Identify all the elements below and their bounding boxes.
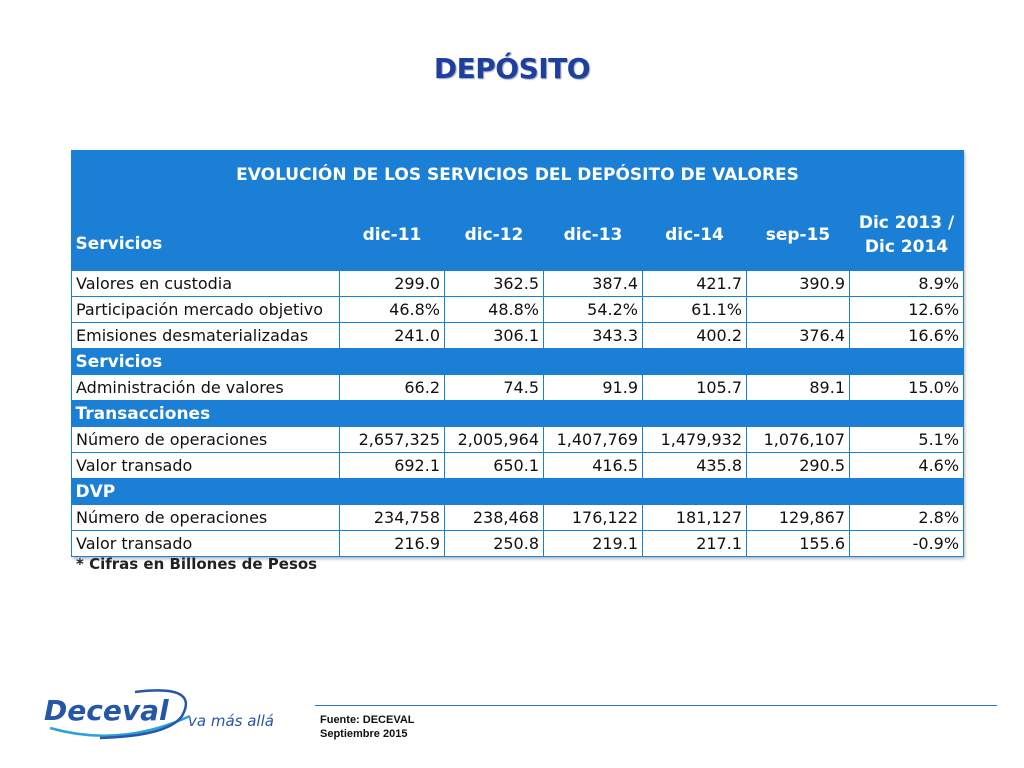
- table-body: Valores en custodia 299.0 362.5 387.4 421.7 3…: [71, 270, 965, 557]
- table-cell: 234,758: [339, 504, 445, 531]
- table-cell: 48.8%: [444, 296, 544, 323]
- table-row: Número de operaciones 2,657,325 2,005,964 1…: [71, 426, 965, 453]
- table-cell: 46.8%: [339, 296, 445, 323]
- table-cell: 15.0%: [848, 374, 965, 401]
- table-cell: 66.2: [339, 374, 445, 401]
- column-header-variation-line2: Dic 2014: [864, 237, 949, 257]
- table-row: Número de operaciones 234,758 238,468 176,1…: [71, 504, 965, 531]
- table-cell: 241.0: [339, 322, 445, 349]
- footer-divider: [315, 705, 997, 706]
- section-label: DVP: [71, 478, 964, 505]
- table-cell: 290.5: [746, 452, 850, 479]
- table-cell: 421.7: [642, 270, 747, 297]
- table-row: Valor transado 216.9 250.8 219.1 217.1 155.6-…: [71, 530, 965, 557]
- table-cell: 5.1%: [848, 426, 965, 453]
- table-cell: 362.5: [444, 270, 544, 297]
- table-row: Valor transado 692.1 650.1 416.5 435.8 290.5 4…: [71, 452, 965, 479]
- services-table-container: EVOLUCIÓN DE LOS SERVICIOS DEL DEPÓSITO …: [71, 150, 965, 557]
- table-cell: 16.6%: [848, 322, 965, 349]
- table-cell: 176,122: [543, 504, 643, 531]
- table-cell: 343.3: [543, 322, 643, 349]
- table-cell: 390.9: [746, 270, 850, 297]
- column-header-dic-11: dic-11: [339, 200, 445, 271]
- table-cell: 2,657,325: [339, 426, 445, 453]
- table-cell: 61.1%: [642, 296, 747, 323]
- table-cell: 435.8: [642, 452, 747, 479]
- row-label: Número de operaciones: [71, 426, 340, 453]
- table-cell: 2.8%: [848, 504, 965, 531]
- section-label: Servicios: [71, 348, 964, 375]
- row-label: Emisiones desmaterializadas: [71, 322, 340, 349]
- source-line: Fuente: DECEVAL: [320, 714, 415, 726]
- table-section-row: Servicios: [71, 348, 964, 375]
- table-cell: 105.7: [642, 374, 747, 401]
- table-section-row: Transacciones: [71, 400, 964, 427]
- section-label: Transacciones: [71, 400, 964, 427]
- table-header-row: Servicios dic-11 dic-12 dic-13 dic-14 se…: [71, 200, 964, 271]
- table-cell: 376.4: [746, 322, 850, 349]
- logo-wordmark: Deceval: [44, 694, 169, 727]
- column-header-dic-12: dic-12: [444, 200, 544, 271]
- table-row: Administración de valores 66.2 74.5 91.9 105…: [71, 374, 965, 401]
- table-cell: 74.5: [444, 374, 544, 401]
- table-cell: 400.2: [642, 322, 747, 349]
- table-cell: 387.4: [543, 270, 643, 297]
- table-cell: 12.6%: [848, 296, 965, 323]
- table-cell: 4.6%: [848, 452, 965, 479]
- column-header-variation: Dic 2013 / Dic 2014: [849, 200, 964, 271]
- table-cell: [746, 296, 850, 323]
- table-cell: -0.9%: [848, 530, 965, 557]
- table-cell: 650.1: [444, 452, 544, 479]
- table-caption: EVOLUCIÓN DE LOS SERVICIOS DEL DEPÓSITO …: [71, 150, 964, 200]
- deceval-logo: Deceval va más allá: [40, 686, 280, 746]
- row-label: Valor transado: [71, 530, 340, 557]
- table-caption-row: EVOLUCIÓN DE LOS SERVICIOS DEL DEPÓSITO …: [71, 150, 964, 200]
- table-cell: 1,407,769: [543, 426, 643, 453]
- source-note: Fuente: DECEVAL Septiembre 2015: [320, 713, 415, 741]
- date-line: Septiembre 2015: [320, 728, 408, 740]
- page-title: DEPÓSITO: [433, 52, 591, 85]
- table-cell: 692.1: [339, 452, 445, 479]
- table-cell: 54.2%: [543, 296, 643, 323]
- table-cell: 238,468: [444, 504, 544, 531]
- table-cell: 155.6: [746, 530, 850, 557]
- table-cell: 8.9%: [848, 270, 965, 297]
- row-label: Valor transado: [71, 452, 340, 479]
- table-cell: 217.1: [642, 530, 747, 557]
- row-label: Número de operaciones: [71, 504, 340, 531]
- table-cell: 129,867: [746, 504, 850, 531]
- column-header-variation-line1: Dic 2013 /: [858, 213, 955, 233]
- table-cell: 306.1: [444, 322, 544, 349]
- table-row: Emisiones desmaterializadas 241.0 306.1 343…: [71, 322, 965, 349]
- row-label: Administración de valores: [71, 374, 340, 401]
- table-cell: 416.5: [543, 452, 643, 479]
- table-row: Valores en custodia 299.0 362.5 387.4 421.7 3…: [71, 270, 965, 297]
- deceval-logo-icon: [49, 689, 191, 740]
- footnote: * Cifras en Billones de Pesos: [76, 555, 318, 573]
- table-cell: 250.8: [444, 530, 544, 557]
- row-label: Participación mercado objetivo: [71, 296, 340, 323]
- table-cell: 1,479,932: [642, 426, 747, 453]
- table-cell: 1,076,107: [746, 426, 850, 453]
- table-cell: 299.0: [339, 270, 445, 297]
- logo-tagline: va más allá: [188, 712, 274, 730]
- table-cell: 91.9: [543, 374, 643, 401]
- table-cell: 216.9: [339, 530, 445, 557]
- column-header-dic-13: dic-13: [543, 200, 643, 271]
- table-cell: 219.1: [543, 530, 643, 557]
- column-header-services: Servicios: [71, 200, 340, 271]
- table-cell: 89.1: [746, 374, 850, 401]
- table-row: Participación mercado objetivo 46.8% 48.8%…: [71, 296, 965, 323]
- table-cell: 181,127: [642, 504, 747, 531]
- table-cell: 2,005,964: [444, 426, 544, 453]
- column-header-dic-14: dic-14: [642, 200, 747, 271]
- column-header-sep-15: sep-15: [746, 200, 850, 271]
- row-label: Valores en custodia: [71, 270, 340, 297]
- table-section-row: DVP: [71, 478, 964, 505]
- services-table: EVOLUCIÓN DE LOS SERVICIOS DEL DEPÓSITO …: [71, 150, 965, 557]
